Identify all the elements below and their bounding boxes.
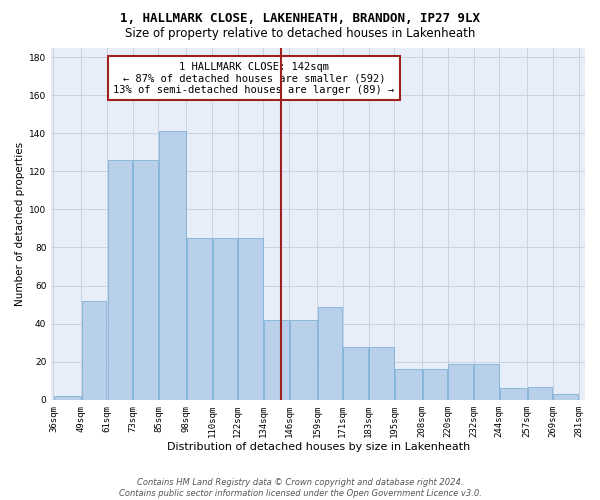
Bar (238, 238, 263, 400)
Bar (212, 238, 237, 400)
Bar (82, 301, 106, 400)
Text: Size of property relative to detached houses in Lakenheath: Size of property relative to detached ho… (125, 28, 475, 40)
Text: Contains HM Land Registry data © Crown copyright and database right 2024.
Contai: Contains HM Land Registry data © Crown c… (119, 478, 481, 498)
Text: 1, HALLMARK CLOSE, LAKENHEATH, BRANDON, IP27 9LX: 1, HALLMARK CLOSE, LAKENHEATH, BRANDON, … (120, 12, 480, 26)
Bar (527, 386, 553, 400)
Bar (369, 346, 394, 400)
Text: 1 HALLMARK CLOSE: 142sqm
← 87% of detached houses are smaller (592)
13% of semi-: 1 HALLMARK CLOSE: 142sqm ← 87% of detach… (113, 62, 395, 95)
X-axis label: Distribution of detached houses by size in Lakenheath: Distribution of detached houses by size … (167, 442, 470, 452)
Bar (395, 370, 422, 400)
Bar (500, 388, 527, 400)
Bar (317, 306, 342, 400)
Bar (553, 394, 578, 400)
Bar (159, 132, 186, 400)
Bar (290, 320, 317, 400)
Bar (422, 370, 447, 400)
Bar (474, 364, 499, 400)
Bar (343, 346, 368, 400)
Y-axis label: Number of detached properties: Number of detached properties (15, 142, 25, 306)
Bar (107, 160, 132, 400)
Bar (448, 364, 473, 400)
Bar (264, 320, 289, 400)
Bar (54, 396, 81, 400)
Bar (187, 238, 212, 400)
Bar (133, 160, 158, 400)
